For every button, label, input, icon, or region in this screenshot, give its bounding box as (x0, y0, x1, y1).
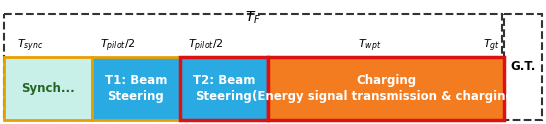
Bar (268, 57, 504, 120)
Bar (4, 14, 502, 120)
Text: $T_{wpt}$: $T_{wpt}$ (358, 38, 382, 54)
Text: $T_F$: $T_F$ (245, 10, 261, 26)
Text: T1: Beam
Steering: T1: Beam Steering (105, 74, 167, 103)
Text: T2: Beam
Steering: T2: Beam Steering (193, 74, 255, 103)
Bar (4, 57, 92, 120)
Text: Synch...: Synch... (21, 82, 75, 95)
Text: G.T.: G.T. (511, 61, 536, 74)
Bar (92, 57, 180, 120)
Text: $T_{sync}$: $T_{sync}$ (17, 38, 43, 54)
Text: Charging
(Energy signal transmission & charging): Charging (Energy signal transmission & c… (252, 74, 520, 103)
Bar (504, 14, 542, 120)
Text: $T_{pilot}/2$: $T_{pilot}/2$ (188, 38, 224, 54)
Bar (180, 57, 268, 120)
Text: $T_{pilot}/2$: $T_{pilot}/2$ (100, 38, 136, 54)
Text: $T_{gt}$: $T_{gt}$ (484, 38, 501, 54)
